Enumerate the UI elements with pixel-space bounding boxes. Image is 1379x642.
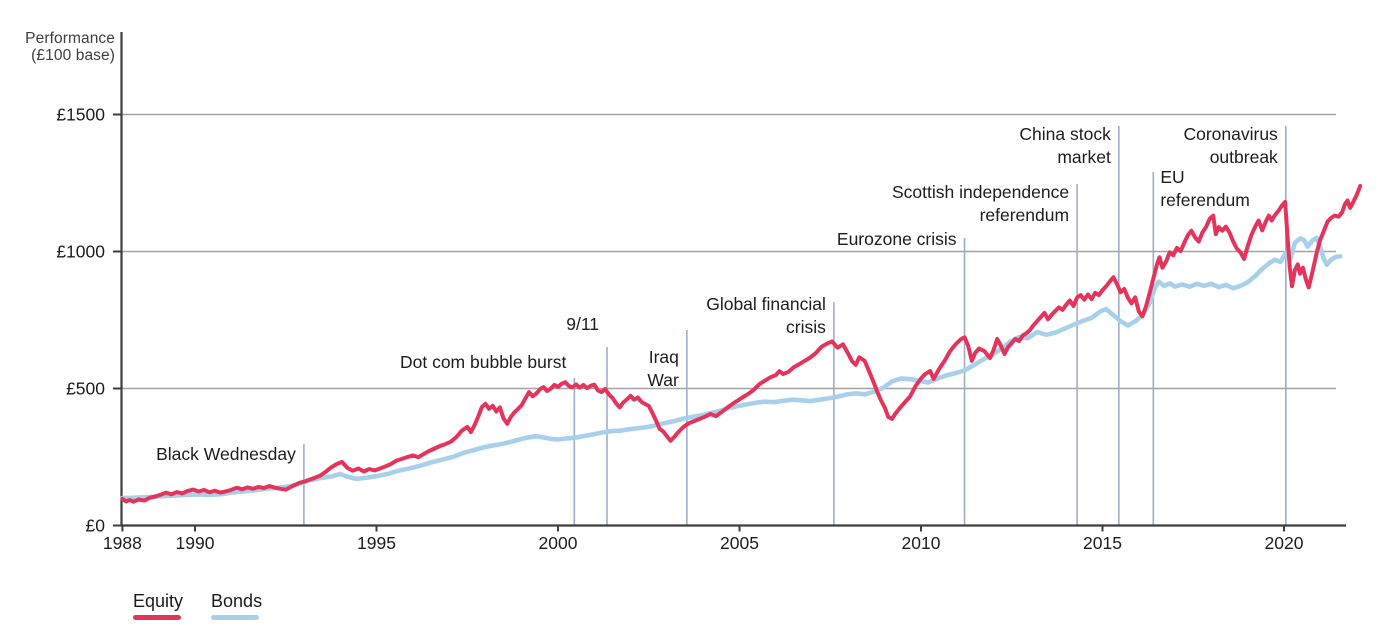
- x-tick-label-2020: 2020: [1265, 533, 1304, 553]
- event-label-black-wednesday: Black Wednesday: [156, 444, 296, 464]
- legend-label-equity: Equity: [133, 591, 184, 611]
- x-tick-label-2015: 2015: [1083, 533, 1122, 553]
- x-tick-label-2010: 2010: [902, 533, 941, 553]
- event-label-iraq-war: Iraq War: [647, 347, 679, 390]
- y-tick-label-500: £500: [66, 379, 105, 399]
- x-tick-label-2000: 2000: [539, 533, 578, 553]
- equity-line: [120, 184, 1363, 504]
- legend-item-bonds: Bonds: [211, 591, 262, 620]
- legend-item-equity: Equity: [133, 591, 183, 620]
- event-label-dot-com-bubble-burst: Dot com bubble burst: [400, 352, 566, 372]
- event-label-coronavirus-outbreak: Coronavirus outbreak: [1183, 124, 1278, 167]
- event-label-9-11: 9/11: [566, 314, 599, 334]
- y-tick-label-1000: £1000: [56, 242, 105, 262]
- y-tick-label-1500: £1500: [56, 105, 105, 125]
- y-axis-title: Performance (£100 base): [14, 30, 115, 64]
- y-axis-title-line1: Performance: [25, 30, 115, 47]
- x-tick-label-1990: 1990: [176, 533, 215, 553]
- event-label-eu-referendum: EU referendum: [1160, 167, 1250, 210]
- event-label-global-financial-crisis: Global financial crisis: [706, 294, 826, 337]
- legend-label-bonds: Bonds: [211, 591, 263, 611]
- bonds-line: [120, 235, 1343, 501]
- x-tick-label-1995: 1995: [357, 533, 396, 553]
- y-tick-label-0: £0: [86, 516, 106, 536]
- event-label-china-stock-market: China stock market: [1019, 124, 1111, 167]
- legend-swatch-0: [133, 615, 181, 620]
- event-label-scottish-independence-referendum: Scottish independence referendum: [892, 182, 1069, 225]
- event-label-eurozone-crisis: Eurozone crisis: [837, 229, 957, 249]
- y-axis-title-line2: (£100 base): [31, 47, 115, 64]
- x-tick-label-2005: 2005: [720, 533, 759, 553]
- chart-legend: Equity Bonds: [133, 591, 262, 620]
- legend-swatch-1: [211, 615, 260, 620]
- x-tick-label-1988: 1988: [103, 533, 142, 553]
